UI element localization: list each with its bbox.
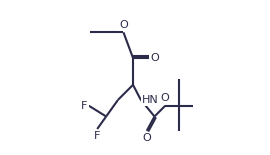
Text: O: O	[142, 133, 151, 143]
Text: O: O	[161, 93, 170, 103]
Text: O: O	[151, 53, 159, 63]
Text: O: O	[119, 20, 128, 30]
Text: F: F	[81, 101, 87, 111]
Text: HN: HN	[142, 95, 159, 105]
Text: F: F	[94, 131, 100, 141]
